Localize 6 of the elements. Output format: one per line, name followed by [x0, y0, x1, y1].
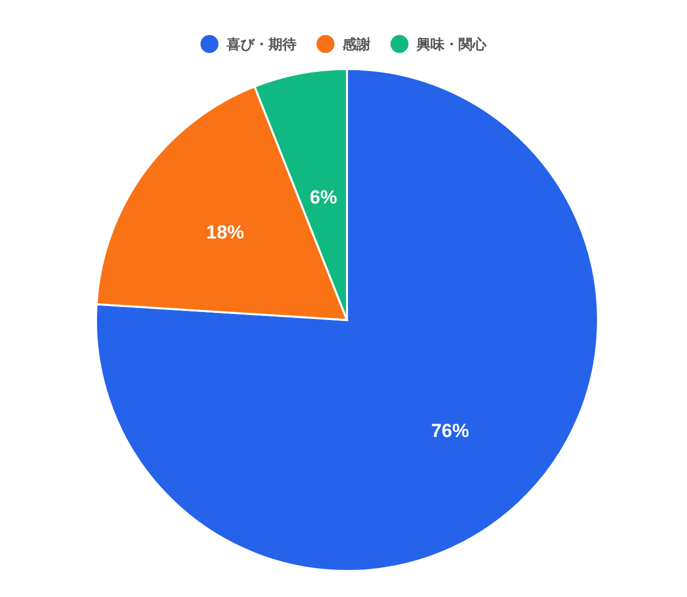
data-label: 6% — [310, 188, 338, 209]
data-label: 18% — [206, 222, 244, 244]
legend-label: 喜び・期待 — [226, 36, 296, 52]
legend-label: 興味・関心 — [416, 36, 488, 52]
legend-label: 感謝 — [342, 36, 370, 52]
data-label: 76% — [431, 420, 470, 442]
